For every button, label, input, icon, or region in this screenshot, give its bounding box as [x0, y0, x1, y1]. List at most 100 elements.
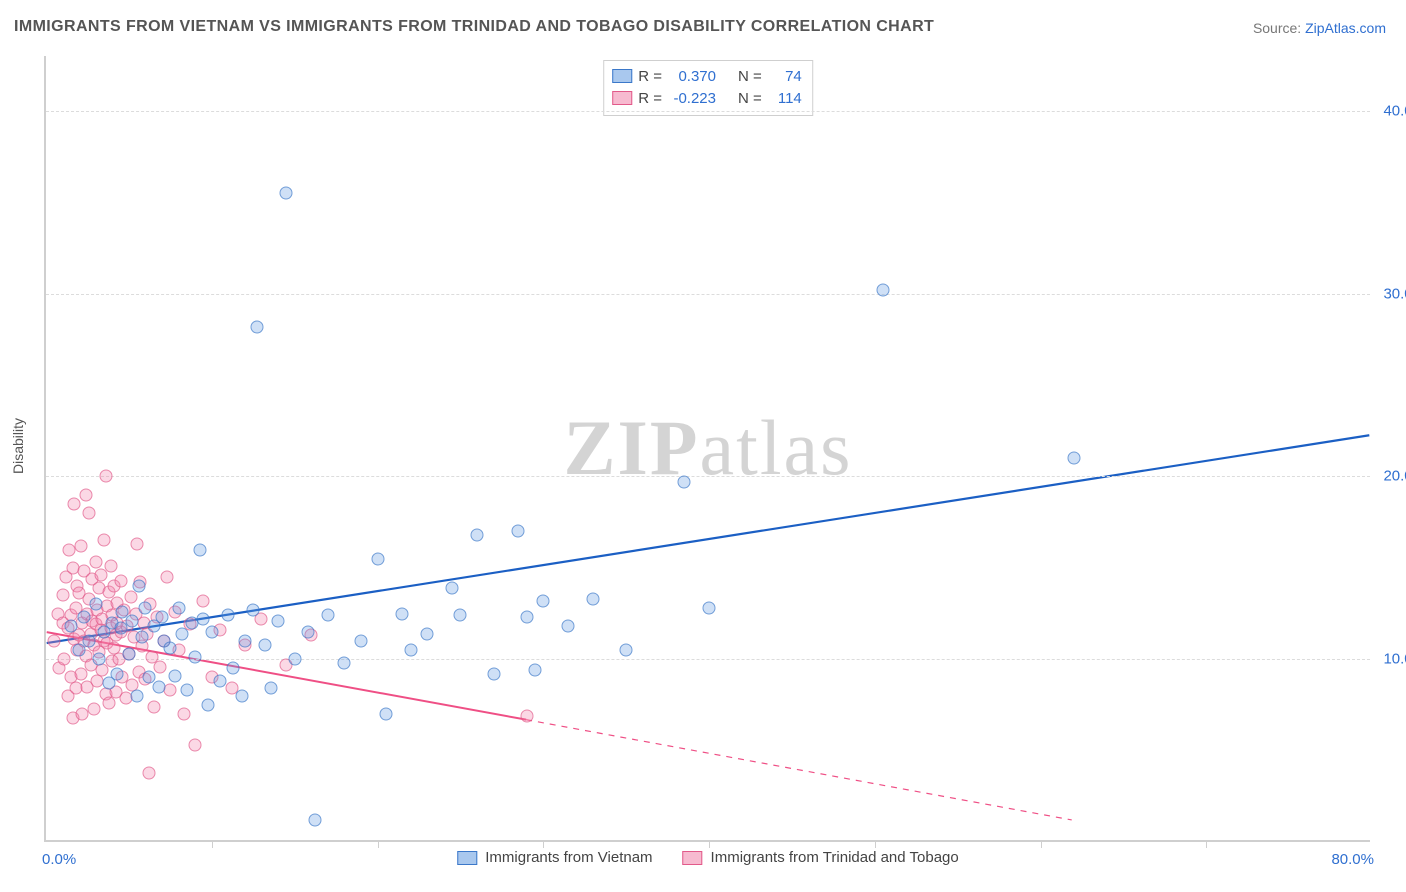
data-point	[136, 631, 149, 644]
data-point	[280, 187, 293, 200]
data-point	[205, 625, 218, 638]
data-point	[586, 592, 599, 605]
series-legend: Immigrants from Vietnam Immigrants from T…	[449, 849, 966, 866]
data-point	[79, 488, 92, 501]
y-tick-label: 20.0%	[1374, 468, 1406, 485]
data-point	[520, 611, 533, 624]
legend-swatch	[683, 851, 703, 865]
legend-swatch	[612, 91, 632, 105]
data-point	[142, 766, 155, 779]
data-point	[131, 538, 144, 551]
chart-title: IMMIGRANTS FROM VIETNAM VS IMMIGRANTS FR…	[14, 18, 934, 36]
data-point	[111, 667, 124, 680]
data-point	[89, 556, 102, 569]
data-point	[620, 644, 633, 657]
data-point	[132, 580, 145, 593]
data-point	[379, 708, 392, 721]
data-point	[114, 622, 127, 635]
data-point	[48, 634, 61, 647]
n-label: N =	[738, 68, 762, 85]
r-value: -0.223	[668, 90, 716, 107]
data-point	[250, 320, 263, 333]
data-point	[454, 609, 467, 622]
legend-label: Immigrants from Trinidad and Tobago	[711, 849, 959, 866]
data-point	[56, 589, 69, 602]
legend-label: Immigrants from Vietnam	[485, 849, 652, 866]
x-tick-mark	[212, 840, 213, 848]
source-link[interactable]: ZipAtlas.com	[1305, 20, 1386, 36]
data-point	[537, 594, 550, 607]
data-point	[202, 698, 215, 711]
data-point	[1067, 452, 1080, 465]
data-point	[301, 625, 314, 638]
data-point	[152, 680, 165, 693]
data-point	[520, 709, 533, 722]
legend-swatch	[457, 851, 477, 865]
data-point	[446, 581, 459, 594]
chart-source: Source: ZipAtlas.com	[1253, 20, 1386, 36]
data-point	[83, 634, 96, 647]
data-point	[104, 559, 117, 572]
data-point	[99, 470, 112, 483]
data-point	[68, 497, 81, 510]
x-tick-mark	[543, 840, 544, 848]
data-point	[512, 525, 525, 538]
data-point	[247, 603, 260, 616]
n-value: 114	[768, 90, 802, 107]
data-point	[308, 814, 321, 827]
data-point	[487, 667, 500, 680]
data-point	[175, 627, 188, 640]
data-point	[83, 506, 96, 519]
data-point	[126, 614, 139, 627]
x-tick-min: 0.0%	[42, 851, 76, 868]
data-point	[288, 653, 301, 666]
data-point	[147, 700, 160, 713]
data-point	[258, 638, 271, 651]
data-point	[235, 689, 248, 702]
data-point	[214, 675, 227, 688]
data-point	[197, 612, 210, 625]
y-tick-label: 10.0%	[1374, 651, 1406, 668]
data-point	[93, 653, 106, 666]
x-tick-mark	[378, 840, 379, 848]
data-point	[164, 642, 177, 655]
grid-line	[46, 659, 1370, 660]
data-point	[227, 662, 240, 675]
data-point	[156, 611, 169, 624]
data-point	[124, 591, 137, 604]
data-point	[189, 739, 202, 752]
data-point	[172, 602, 185, 615]
grid-line	[46, 476, 1370, 477]
data-point	[64, 620, 77, 633]
data-point	[58, 653, 71, 666]
data-point	[877, 283, 890, 296]
x-tick-mark	[709, 840, 710, 848]
data-point	[154, 660, 167, 673]
data-point	[189, 651, 202, 664]
grid-line	[46, 294, 1370, 295]
data-point	[122, 647, 135, 660]
data-point	[321, 609, 334, 622]
data-point	[98, 534, 111, 547]
stats-row: R =0.370N =74	[612, 65, 802, 87]
x-tick-mark	[1206, 840, 1207, 848]
data-point	[169, 669, 182, 682]
data-point	[114, 574, 127, 587]
data-point	[396, 607, 409, 620]
y-axis-label: Disability	[10, 418, 26, 474]
data-point	[238, 634, 251, 647]
watermark-b: atlas	[700, 404, 853, 491]
data-point	[78, 611, 91, 624]
data-point	[89, 598, 102, 611]
data-point	[222, 609, 235, 622]
data-point	[272, 614, 285, 627]
legend-item: Immigrants from Trinidad and Tobago	[683, 849, 959, 866]
legend-swatch	[612, 69, 632, 83]
data-point	[528, 664, 541, 677]
data-point	[177, 708, 190, 721]
data-point	[404, 644, 417, 657]
data-point	[164, 684, 177, 697]
data-point	[194, 543, 207, 556]
data-point	[131, 689, 144, 702]
r-label: R =	[638, 90, 662, 107]
